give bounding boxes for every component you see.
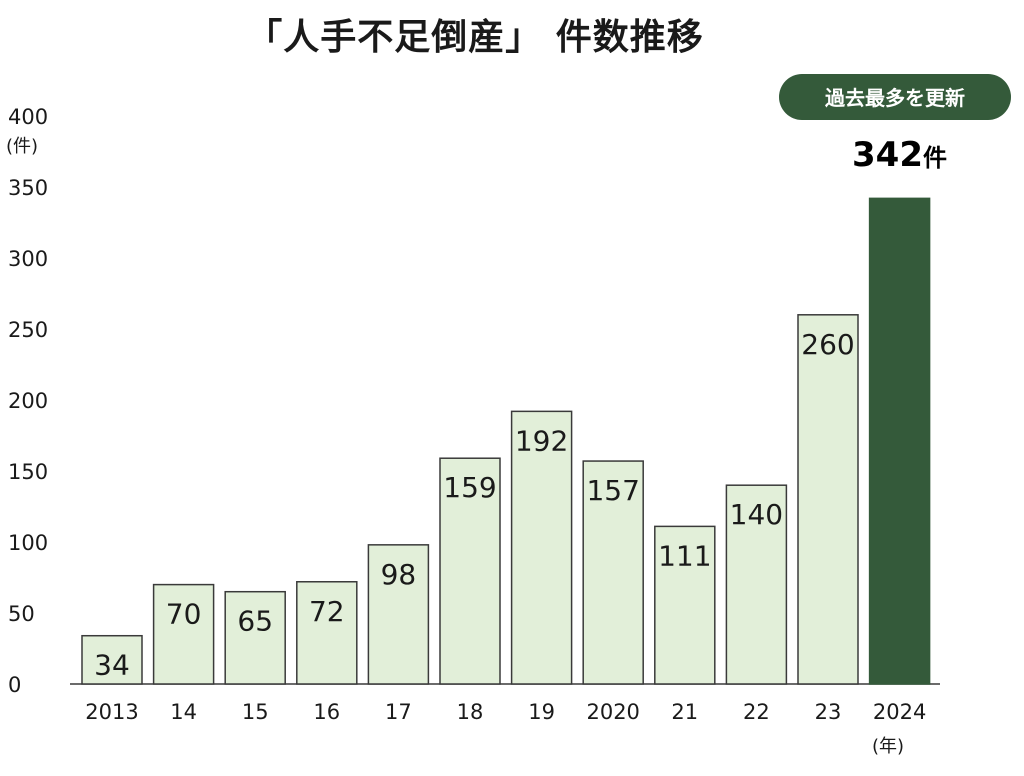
y-axis-unit: (件)	[6, 136, 38, 157]
x-tick-label: 2013	[85, 700, 138, 724]
x-tick-label: 18	[457, 700, 484, 724]
value-label-18: 159	[443, 471, 496, 504]
bar-18	[439, 457, 501, 685]
bar-17	[367, 544, 430, 685]
value-label-21: 111	[658, 539, 711, 572]
bar-15	[224, 590, 286, 685]
bar-21	[654, 525, 716, 685]
bar-2024	[868, 197, 931, 685]
value-label-17: 98	[381, 558, 417, 591]
value-label-2013: 34	[94, 649, 130, 682]
value-label-2020: 157	[586, 474, 639, 507]
y-tick-label: 200	[8, 389, 48, 413]
y-tick-label: 50	[8, 602, 35, 626]
y-tick-label: 0	[8, 673, 21, 697]
value-label-19: 192	[515, 424, 568, 457]
bar-19	[510, 410, 573, 685]
bar-14	[152, 583, 215, 685]
record-badge	[779, 74, 1011, 120]
x-tick-label: 21	[671, 700, 698, 724]
value-label-16: 72	[309, 595, 345, 628]
y-tick-label: 350	[8, 176, 48, 200]
chart-title: 「人手不足倒産」 件数推移	[246, 17, 704, 58]
x-tick-label: 15	[242, 700, 269, 724]
value-label-14: 70	[166, 598, 202, 631]
highlight-total-unit: 件	[923, 144, 947, 172]
x-tick-label: 14	[170, 700, 197, 724]
value-labels-group: 34 70 65 72 98 159 192 157 111 140 260	[94, 328, 855, 682]
x-tick-label: 19	[528, 700, 555, 724]
value-label-23: 260	[801, 328, 854, 361]
x-tick-label: 16	[313, 700, 340, 724]
y-tick-label: 250	[8, 318, 48, 342]
bar-2020	[582, 460, 644, 685]
bar-2013	[81, 634, 143, 685]
highlight-total-value: 342	[852, 135, 923, 175]
y-tick-label: 300	[8, 247, 48, 271]
bar-22	[725, 484, 788, 685]
y-tick-label: 150	[8, 460, 48, 484]
bar-16	[296, 581, 358, 685]
x-tick-label: 17	[385, 700, 412, 724]
highlight-total: 342件	[852, 135, 947, 175]
x-axis-group: 2013 14 15 16 17 18 19 2020 21 22 23 2024	[85, 700, 926, 724]
x-tick-label: 2024	[873, 700, 926, 724]
value-label-22: 140	[730, 498, 783, 531]
bar-23	[797, 314, 859, 685]
x-tick-label: 22	[743, 700, 770, 724]
x-tick-label: 23	[815, 700, 842, 724]
y-tick-label: 100	[8, 531, 48, 555]
x-axis-unit: (年)	[872, 736, 904, 757]
record-badge-text: 過去最多を更新	[825, 86, 965, 110]
y-tick-label: 400	[8, 105, 48, 129]
value-label-15: 65	[237, 605, 273, 638]
bars-group	[81, 197, 931, 685]
x-tick-label: 2020	[586, 700, 639, 724]
y-axis-group: 0 50 100 150 200 250 300 350 400	[8, 105, 940, 697]
